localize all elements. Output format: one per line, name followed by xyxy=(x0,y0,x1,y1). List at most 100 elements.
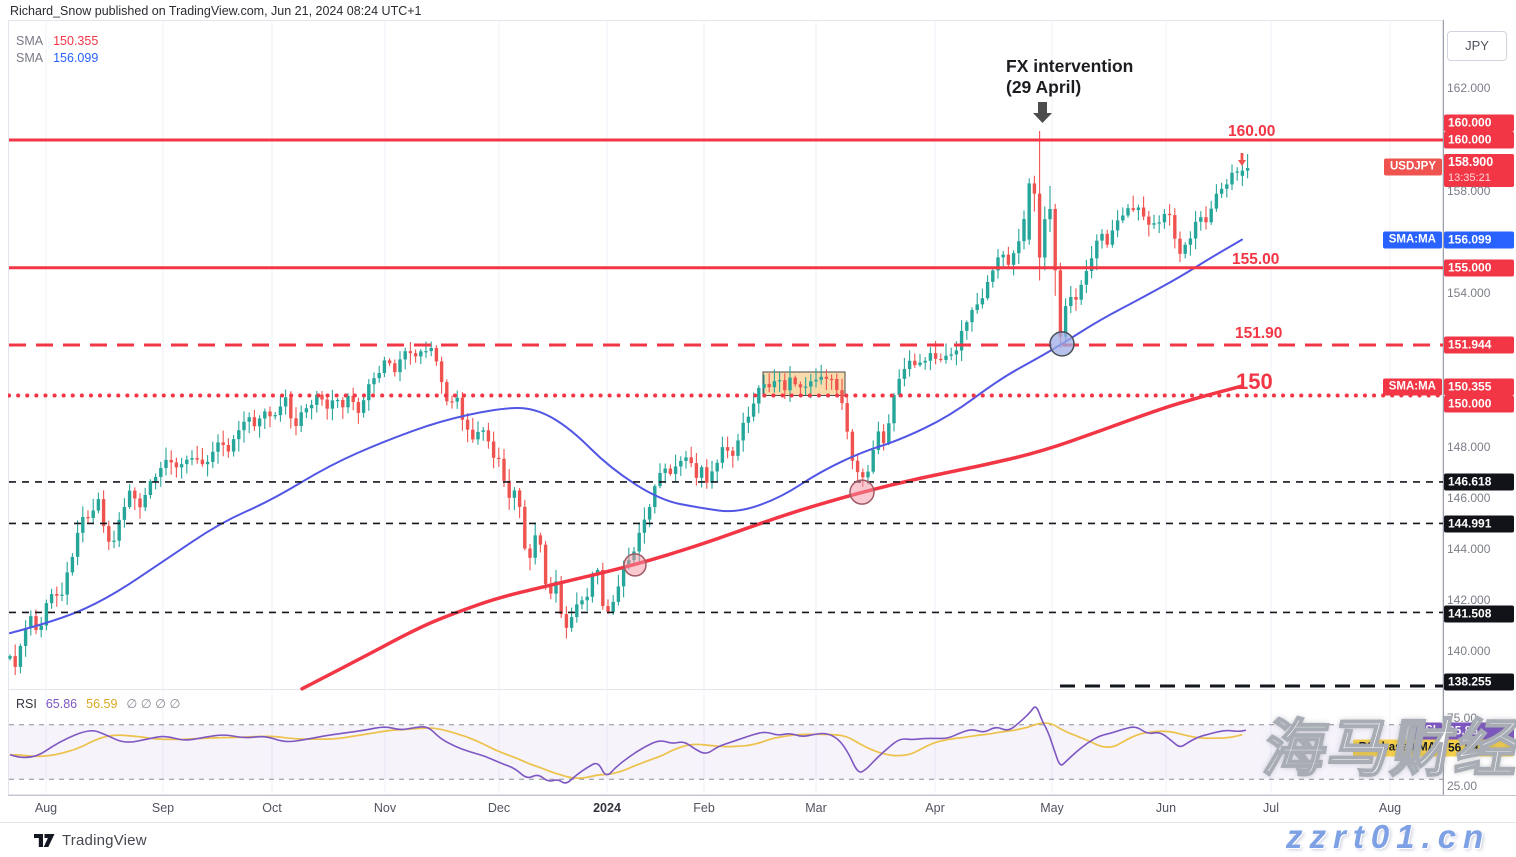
level-label-155.00[interactable]: 155.00 xyxy=(1232,251,1280,268)
rsi-ma-line[interactable] xyxy=(9,722,1243,780)
candle-body xyxy=(705,467,709,483)
time-axis-label-apr: Apr xyxy=(925,801,945,815)
candle-body xyxy=(814,379,818,382)
candle-body xyxy=(13,656,17,667)
sma-50-line[interactable] xyxy=(9,238,1243,635)
last-price-value: 158.900 xyxy=(1448,155,1494,169)
candle-body xyxy=(138,498,142,508)
candle-body xyxy=(387,360,392,364)
footer-bar: TradingView xyxy=(0,822,1516,857)
candle-body xyxy=(757,387,761,404)
candle-body xyxy=(356,402,361,413)
candle-body xyxy=(923,360,927,363)
pane-separator[interactable] xyxy=(8,689,1443,690)
price-axis-badge: 146.618 xyxy=(1444,473,1514,491)
candle-body xyxy=(850,431,855,461)
tradingview-logo-link[interactable]: TradingView xyxy=(34,832,147,849)
candle-body xyxy=(34,616,38,630)
price-axis-badge: 155.000 xyxy=(1444,259,1514,277)
candle-body xyxy=(1193,221,1198,239)
candle-body xyxy=(918,362,922,366)
candle-body xyxy=(29,616,33,628)
sma-200-line[interactable] xyxy=(300,384,1244,691)
candle-body xyxy=(523,506,527,549)
candle-body xyxy=(1126,208,1130,216)
rsi-legend: RSI 65.86 56.59 ∅ ∅ ∅ ∅ xyxy=(16,696,189,711)
candle-body xyxy=(164,459,168,469)
down-arrow-icon xyxy=(1038,102,1047,113)
candle-body xyxy=(1136,207,1141,211)
candle-body xyxy=(788,377,792,391)
price-axis-badge: 150.000 xyxy=(1444,395,1514,413)
price-axis-tick: 144.000 xyxy=(1447,542,1491,556)
candle-body xyxy=(892,395,896,424)
candle-body xyxy=(559,581,563,615)
level-label-150[interactable]: 150 xyxy=(1236,369,1273,394)
candle-body xyxy=(611,601,615,612)
candle-body xyxy=(715,462,719,472)
candle-body xyxy=(975,304,979,311)
candle-body xyxy=(107,526,111,542)
touch-circle-marker-2[interactable] xyxy=(849,479,875,505)
indicator-legend: SMA 150.355 SMA 156.099 xyxy=(16,33,98,67)
currency-button[interactable]: JPY xyxy=(1447,31,1507,61)
rsi-line[interactable] xyxy=(9,706,1247,784)
candle-body xyxy=(65,572,69,595)
candle-body xyxy=(190,458,194,460)
candle-body xyxy=(247,417,251,422)
candle-body xyxy=(117,519,121,541)
candle-body xyxy=(840,390,844,404)
last-candle-arrow-icon xyxy=(1238,153,1246,166)
candle-body xyxy=(8,656,12,659)
candle-body xyxy=(429,347,433,352)
symbol-plate: USDJPY xyxy=(1383,158,1442,176)
candle-body xyxy=(476,431,480,440)
candle-body xyxy=(679,460,683,467)
candle-body xyxy=(845,403,849,432)
touch-circle-marker-1[interactable] xyxy=(623,553,647,577)
candle-body xyxy=(1037,193,1042,258)
legend-sma-red[interactable]: SMA 150.355 xyxy=(16,33,98,50)
fx-intervention-annotation[interactable]: FX intervention (29 April) xyxy=(1006,56,1133,98)
candle-body xyxy=(361,400,366,413)
candle-body xyxy=(351,395,355,403)
legend-sma-blue[interactable]: SMA 156.099 xyxy=(16,50,98,67)
candle-body xyxy=(933,353,938,359)
candle-body xyxy=(1006,254,1011,265)
price-axis-badge: 144.991 xyxy=(1444,515,1514,533)
candle-body xyxy=(133,490,137,499)
candle-body xyxy=(1121,215,1125,221)
level-label-160.00[interactable]: 160.00 xyxy=(1228,123,1276,140)
candle-body xyxy=(793,377,797,385)
touch-circle-marker-3[interactable] xyxy=(1049,331,1075,357)
candle-body xyxy=(1079,284,1083,300)
candle-body xyxy=(1157,222,1161,224)
time-axis-label-aug: Aug xyxy=(34,801,58,815)
candle-body xyxy=(205,461,210,465)
candle-body xyxy=(533,535,537,558)
candle-body xyxy=(18,645,23,667)
price-chart-canvas[interactable] xyxy=(8,20,1443,795)
candle-body xyxy=(242,421,246,431)
candle-body xyxy=(377,372,381,379)
candle-body xyxy=(772,381,777,388)
price-axis-tick: 146.000 xyxy=(1447,491,1491,505)
candle-body xyxy=(637,532,641,552)
byline: Richard_Snow published on TradingView.co… xyxy=(10,4,422,18)
candle-body xyxy=(325,399,329,409)
price-axis-tick: 142.000 xyxy=(1447,593,1491,607)
candle-body xyxy=(1084,271,1089,285)
price-axis-badge: 141.508 xyxy=(1444,605,1514,623)
price-axis-badge: 150.355 xyxy=(1444,378,1514,396)
level-label-151.90[interactable]: 151.90 xyxy=(1235,325,1283,342)
candle-body xyxy=(1089,258,1094,272)
price-axis-tick: 154.000 xyxy=(1447,286,1491,300)
candle-body xyxy=(1032,183,1037,194)
candle-body xyxy=(1115,220,1120,231)
candle-body xyxy=(887,423,891,444)
candle-body xyxy=(881,431,886,444)
candle-body xyxy=(538,535,543,545)
price-axis-badge: 138.255 xyxy=(1444,673,1514,691)
time-axis[interactable] xyxy=(8,795,1516,822)
